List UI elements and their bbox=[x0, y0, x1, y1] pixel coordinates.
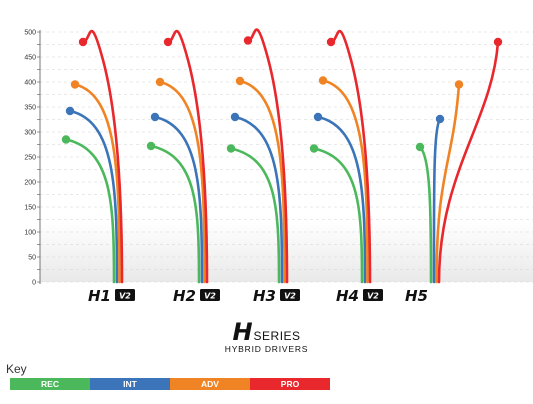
point-h3-rec bbox=[226, 144, 236, 153]
point-h1-int bbox=[65, 106, 75, 116]
point-h3-pro bbox=[243, 36, 253, 45]
curve-h4-pro bbox=[329, 29, 372, 284]
v2-badge bbox=[115, 289, 135, 301]
point-h1-rec bbox=[61, 135, 71, 144]
brand-series: SERIES bbox=[253, 329, 301, 343]
point-h5-int bbox=[435, 114, 445, 124]
y-tick-label: 500 bbox=[24, 30, 36, 37]
point-h5-adv bbox=[454, 80, 464, 89]
point-h4-pro bbox=[326, 37, 336, 47]
model-label-h1: H1 bbox=[88, 287, 111, 305]
curve-h3-pro bbox=[246, 28, 289, 284]
key-bar: REC INT ADV PRO bbox=[10, 378, 330, 390]
v2-badge bbox=[363, 289, 383, 301]
brand-subtitle: HYBRID DRIVERS bbox=[224, 344, 309, 354]
y-tick-label: 0 bbox=[32, 280, 36, 287]
y-tick-label: 50 bbox=[28, 255, 36, 262]
point-h5-rec bbox=[415, 142, 425, 152]
v2-badge-text: V2 bbox=[119, 292, 131, 301]
curve-h3-adv bbox=[238, 79, 286, 284]
point-h4-int bbox=[313, 112, 323, 122]
y-tick-label: 450 bbox=[24, 55, 36, 62]
point-h2-pro bbox=[163, 37, 173, 47]
y-tick-label: 100 bbox=[24, 230, 36, 237]
y-tick-label: 250 bbox=[24, 155, 36, 162]
v2-badge bbox=[200, 289, 220, 301]
point-h4-adv bbox=[318, 76, 328, 85]
v2-badge-text: V2 bbox=[367, 292, 379, 301]
point-h5-pro bbox=[493, 37, 503, 47]
model-label-h4: H4 bbox=[336, 287, 359, 305]
curve-h2-pro bbox=[166, 29, 209, 284]
curve-h5-int bbox=[432, 117, 442, 284]
curve-h2-int bbox=[153, 115, 204, 284]
key-rec: REC bbox=[10, 378, 90, 390]
point-h2-int bbox=[150, 112, 160, 122]
point-h2-rec bbox=[146, 141, 156, 151]
v2-badge-text: V2 bbox=[284, 292, 296, 301]
flight-chart: 0 50 100 150 200 250 300 350 400 450 500 H1 V2 H2 V2 H… bbox=[24, 28, 533, 305]
curve-h1-int bbox=[68, 109, 119, 284]
curve-h5-pro bbox=[437, 40, 500, 284]
curve-h2-adv bbox=[158, 80, 206, 284]
key-label: Key bbox=[6, 362, 27, 376]
point-h1-adv bbox=[70, 80, 80, 89]
y-tick-label: 400 bbox=[24, 80, 36, 87]
point-h4-rec bbox=[309, 144, 319, 153]
y-tick-label: 300 bbox=[24, 130, 36, 137]
curve-h5-rec bbox=[418, 145, 433, 284]
y-tick-label: 200 bbox=[24, 180, 36, 187]
curve-h5-adv bbox=[435, 83, 461, 284]
y-tick-label: 350 bbox=[24, 105, 36, 112]
model-label-h2: H2 bbox=[173, 287, 196, 305]
brand-logo: HSERIES HYBRID DRIVERS bbox=[0, 318, 533, 354]
curve-h3-rec bbox=[229, 147, 281, 284]
curve-h4-adv bbox=[321, 79, 369, 284]
curve-h4-rec bbox=[312, 147, 364, 284]
curve-h3-int bbox=[233, 115, 284, 284]
point-h3-int bbox=[230, 112, 240, 122]
curve-h1-rec bbox=[64, 138, 116, 284]
y-tick-label: 150 bbox=[24, 205, 36, 212]
point-h2-adv bbox=[155, 77, 165, 87]
point-h3-adv bbox=[235, 76, 245, 86]
v2-badge bbox=[280, 289, 300, 301]
curve-h2-rec bbox=[149, 144, 201, 284]
model-label-h3: H3 bbox=[253, 287, 276, 305]
key-pro: PRO bbox=[250, 378, 330, 390]
point-h1-pro bbox=[78, 37, 88, 47]
v2-badge-text: V2 bbox=[204, 292, 216, 301]
curve-h1-adv bbox=[73, 83, 121, 284]
model-label-h5: H5 bbox=[405, 287, 428, 305]
curve-h1-pro bbox=[81, 29, 124, 284]
brand-letter: H bbox=[232, 318, 253, 346]
key-int: INT bbox=[90, 378, 170, 390]
key-adv: ADV bbox=[170, 378, 250, 390]
curve-h4-int bbox=[316, 115, 367, 284]
